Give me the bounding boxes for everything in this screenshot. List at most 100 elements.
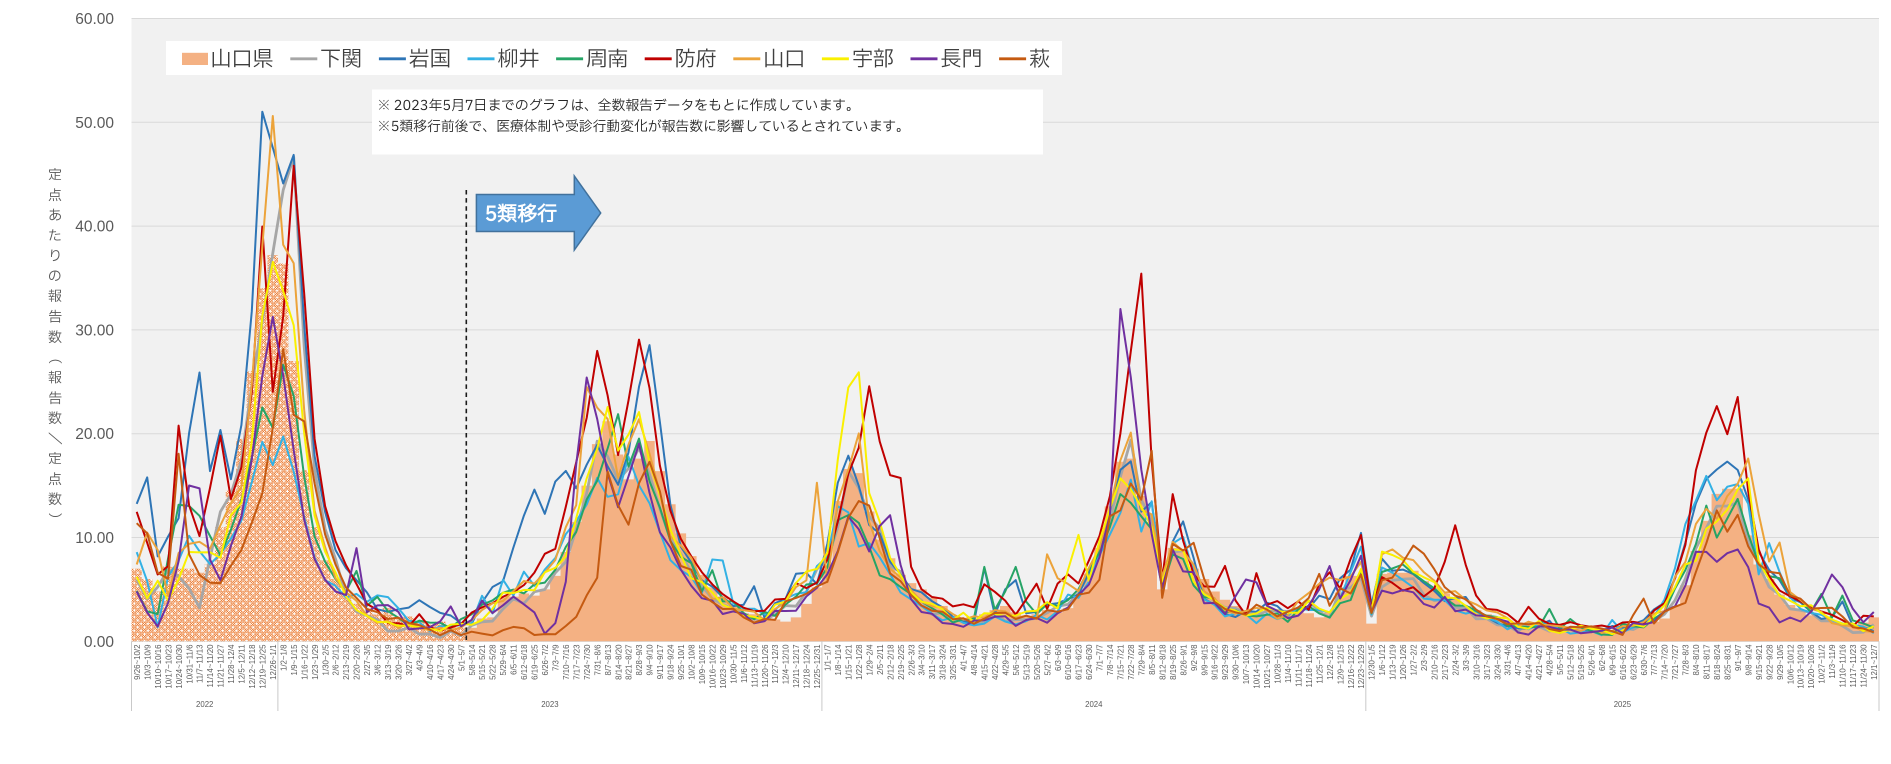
svg-text:（: （	[43, 350, 64, 364]
svg-text:4/28~5/4: 4/28~5/4	[1546, 644, 1555, 676]
svg-text:12/5~12/11: 12/5~12/11	[238, 645, 247, 684]
svg-text:8/25~8/31: 8/25~8/31	[1724, 645, 1733, 680]
svg-text:6/12~6/18: 6/12~6/18	[520, 644, 529, 680]
svg-text:10/9~10/15: 10/9~10/15	[698, 644, 707, 684]
svg-text:10/14~10/20: 10/14~10/20	[1253, 644, 1262, 689]
svg-text:7/8~7/14: 7/8~7/14	[1106, 644, 1115, 676]
svg-text:1/2~1/8: 1/2~1/8	[279, 644, 288, 671]
svg-text:山口県: 山口県	[211, 45, 274, 76]
svg-text:4/10~4/16: 4/10~4/16	[426, 644, 435, 680]
svg-text:12/30~1/5: 12/30~1/5	[1368, 644, 1377, 680]
svg-text:4/3~4/9: 4/3~4/9	[416, 644, 425, 671]
svg-text:40.00: 40.00	[75, 219, 114, 236]
svg-text:7/28~8/3: 7/28~8/3	[1682, 644, 1691, 676]
svg-text:10/7~10/13: 10/7~10/13	[1242, 644, 1251, 684]
svg-text:10/10~10/16: 10/10~10/16	[154, 644, 163, 689]
svg-text:1/30~2/5: 1/30~2/5	[321, 644, 330, 676]
svg-text:4/15~4/21: 4/15~4/21	[981, 645, 990, 680]
svg-text:9/15~9/21: 9/15~9/21	[1755, 645, 1764, 680]
svg-text:3/3~3/9: 3/3~3/9	[1462, 644, 1471, 671]
svg-text:4/24~4/30: 4/24~4/30	[447, 644, 456, 680]
svg-text:3/4~3/10: 3/4~3/10	[918, 644, 927, 676]
svg-text:10/30~11/5: 10/30~11/5	[729, 644, 738, 684]
svg-text:7/14~7/20: 7/14~7/20	[1661, 644, 1670, 680]
svg-text:6/5~6/11: 6/5~6/11	[510, 645, 519, 675]
svg-text:3/17~3/23: 3/17~3/23	[1483, 644, 1492, 680]
svg-text:2/19~2/25: 2/19~2/25	[897, 644, 906, 680]
svg-text:6/19~6/25: 6/19~6/25	[531, 644, 540, 680]
svg-text:9/4~9/10: 9/4~9/10	[646, 644, 655, 676]
svg-text:報: 報	[48, 368, 62, 389]
svg-text:2/12~2/18: 2/12~2/18	[886, 644, 895, 680]
svg-text:10/13~10/19: 10/13~10/19	[1797, 644, 1806, 689]
svg-text:5/22~5/28: 5/22~5/28	[489, 644, 498, 680]
svg-text:3/18~3/24: 3/18~3/24	[939, 644, 948, 680]
svg-text:1/16~1/22: 1/16~1/22	[300, 645, 309, 680]
svg-text:8/12~8/18: 8/12~8/18	[1158, 644, 1167, 680]
svg-text:9/1~9/7: 9/1~9/7	[1734, 645, 1743, 672]
svg-text:5/8~5/14: 5/8~5/14	[468, 644, 477, 676]
svg-text:12/1~12/7: 12/1~12/7	[1870, 645, 1879, 680]
svg-text:2022: 2022	[196, 700, 213, 709]
svg-text:12/11~12/17: 12/11~12/17	[792, 645, 801, 689]
svg-text:12/4~12/10: 12/4~12/10	[782, 644, 791, 684]
svg-text:下関: 下関	[320, 45, 362, 76]
svg-text:9/30~10/6: 9/30~10/6	[1232, 644, 1241, 680]
svg-text:6/2~6/8: 6/2~6/8	[1598, 644, 1607, 671]
svg-text:11/6~11/12: 11/6~11/12	[740, 645, 749, 684]
svg-text:3/20~3/26: 3/20~3/26	[395, 644, 404, 680]
svg-text:2/13~2/19: 2/13~2/19	[342, 644, 351, 680]
svg-text:11/18~11/24: 11/18~11/24	[1305, 644, 1314, 688]
svg-text:点: 点	[48, 470, 62, 491]
svg-text:7/10~7/16: 7/10~7/16	[562, 644, 571, 680]
svg-text:9/16~9/22: 9/16~9/22	[1211, 645, 1220, 680]
svg-text:4/1~4/7: 4/1~4/7	[960, 645, 969, 672]
svg-text:報: 報	[48, 287, 62, 308]
svg-text:12/9~12/15: 12/9~12/15	[1336, 644, 1345, 684]
svg-text:6/23~6/29: 6/23~6/29	[1629, 644, 1638, 680]
svg-text:2/24~3/2: 2/24~3/2	[1451, 645, 1460, 676]
svg-text:告: 告	[48, 389, 62, 410]
svg-text:り: り	[48, 247, 62, 268]
svg-text:9/2~9/8: 9/2~9/8	[1190, 644, 1199, 671]
svg-text:2/5~2/11: 2/5~2/11	[876, 645, 885, 675]
svg-text:1/9~1/15: 1/9~1/15	[290, 644, 299, 676]
svg-text:12/25~12/31: 12/25~12/31	[813, 645, 822, 689]
svg-text:6/26~7/2: 6/26~7/2	[541, 645, 550, 676]
svg-text:10/2~10/8: 10/2~10/8	[688, 644, 697, 680]
svg-text:の: の	[48, 267, 62, 288]
svg-text:5/6~5/12: 5/6~5/12	[1012, 645, 1021, 676]
svg-text:1/27~2/2: 1/27~2/2	[1410, 645, 1419, 676]
svg-text:7/21~7/27: 7/21~7/27	[1671, 645, 1680, 680]
svg-text:9/8~9/14: 9/8~9/14	[1744, 644, 1753, 676]
svg-text:9/29~10/5: 9/29~10/5	[1776, 644, 1785, 680]
svg-text:1/15~1/21: 1/15~1/21	[845, 645, 854, 680]
svg-text:3/10~3/16: 3/10~3/16	[1472, 644, 1481, 680]
svg-text:10/6~10/12: 10/6~10/12	[1786, 645, 1795, 685]
svg-text:10/20~10/26: 10/20~10/26	[1807, 644, 1816, 689]
svg-text:5/29~6/4: 5/29~6/4	[499, 644, 508, 676]
svg-text:11/11~11/17: 11/11~11/17	[1294, 645, 1303, 687]
svg-text:定: 定	[48, 450, 62, 471]
svg-text:6/30~7/6: 6/30~7/6	[1640, 644, 1649, 676]
svg-text:2/20~2/26: 2/20~2/26	[353, 644, 362, 680]
svg-text:7/31~8/6: 7/31~8/6	[593, 644, 602, 676]
svg-text:6/10~6/16: 6/10~6/16	[1064, 644, 1073, 680]
svg-text:11/28~12/4: 11/28~12/4	[227, 644, 236, 684]
svg-text:10/23~10/29: 10/23~10/29	[719, 644, 728, 689]
svg-text:10/24~10/30: 10/24~10/30	[175, 644, 184, 689]
svg-text:2024: 2024	[1085, 700, 1103, 709]
svg-text:5/26~6/1: 5/26~6/1	[1587, 645, 1596, 676]
svg-text:8/19~8/25: 8/19~8/25	[1169, 644, 1178, 680]
svg-text:周南: 周南	[586, 45, 628, 76]
svg-text:※5類移行前後で、医療体制や受診行動変化が報告数に影響してい: ※5類移行前後で、医療体制や受診行動変化が報告数に影響しているとされています。	[377, 117, 910, 138]
svg-text:11/3~11/9: 11/3~11/9	[1828, 644, 1837, 679]
svg-text:4/29~5/5: 4/29~5/5	[1002, 644, 1011, 676]
svg-text:12/26~1/1: 12/26~1/1	[269, 645, 278, 680]
svg-text:5/1~5/7: 5/1~5/7	[457, 645, 466, 672]
svg-text:3/31~4/6: 3/31~4/6	[1504, 644, 1513, 676]
svg-text:12/18~12/24: 12/18~12/24	[803, 644, 812, 689]
svg-text:11/24~11/30: 11/24~11/30	[1860, 644, 1869, 688]
svg-text:数: 数	[48, 490, 62, 511]
svg-text:11/4~11/10: 11/4~11/10	[1284, 644, 1293, 683]
